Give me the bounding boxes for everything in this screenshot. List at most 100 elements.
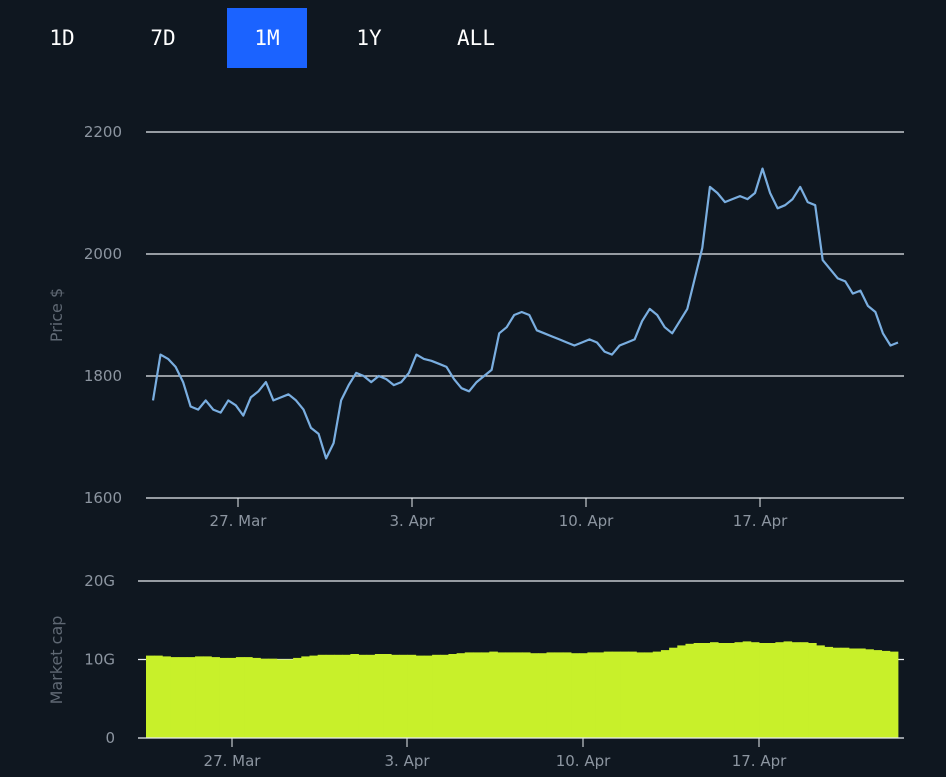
- market-cap-bar: [219, 657, 229, 738]
- market-cap-bar: [325, 654, 335, 738]
- market-cap-bar: [816, 645, 825, 738]
- market-cap-bar: [759, 643, 768, 738]
- price-series-line: [151, 167, 899, 460]
- market-cap-bar: [571, 653, 580, 738]
- market-cap-bar: [456, 653, 466, 738]
- market-cap-bar: [170, 657, 180, 738]
- market-cap-bar: [358, 654, 368, 738]
- market-cap-bar: [775, 642, 784, 738]
- cap-ytick-label: 0: [105, 729, 115, 747]
- market-cap-bar: [881, 650, 891, 738]
- market-cap-bar: [791, 642, 801, 738]
- price-chart: 1600 1800 2000 2200 27. Mar 3. Apr 10. Apr 17. …: [47, 123, 904, 530]
- price-axis-title: Price $: [47, 288, 66, 342]
- market-cap-bar: [350, 654, 359, 738]
- market-cap-bar: [546, 652, 556, 738]
- market-cap-bar: [505, 652, 515, 738]
- price-xtick-label: 17. Apr: [733, 512, 788, 530]
- market-cap-bar: [889, 651, 899, 738]
- market-cap-bar: [628, 651, 637, 738]
- market-cap-bar: [415, 655, 425, 738]
- market-cap-bar: [783, 641, 793, 738]
- market-cap-bar: [865, 649, 874, 738]
- market-cap-bar: [423, 655, 433, 738]
- market-cap-bar: [186, 657, 196, 738]
- cap-xtick-label: 3. Apr: [384, 752, 430, 770]
- market-cap-bar: [317, 654, 327, 738]
- market-cap-bar: [260, 658, 269, 738]
- market-cap-bar: [652, 651, 662, 738]
- price-xtick-label: 27. Mar: [210, 512, 268, 530]
- cap-ytick-label: 20G: [84, 572, 115, 590]
- market-cap-bar: [718, 643, 727, 738]
- market-cap-bar: [244, 657, 253, 738]
- market-cap-bar: [489, 651, 498, 738]
- market-cap-bar: [276, 659, 286, 738]
- market-cap-bar: [587, 652, 596, 738]
- tab-1y[interactable]: 1Y: [356, 26, 382, 50]
- market-cap-bar: [227, 657, 237, 738]
- market-cap-bar: [808, 643, 817, 738]
- market-cap-bar: [669, 647, 678, 738]
- market-cap-bar: [742, 641, 752, 738]
- market-cap-bar: [334, 654, 343, 738]
- cap-axis-title: Market cap: [47, 616, 66, 705]
- market-cap-bar: [726, 643, 735, 738]
- market-cap-bar: [268, 658, 278, 738]
- market-cap-bar: [799, 642, 809, 738]
- market-cap-bar: [464, 652, 474, 738]
- market-cap-bar: [211, 657, 220, 738]
- market-cap-bar: [178, 657, 188, 738]
- market-cap-bar: [538, 653, 547, 738]
- market-cap-bar: [554, 652, 564, 738]
- price-ytick-label: 2200: [84, 123, 122, 141]
- timeframe-tabs: 1D 7D 1M 1Y ALL: [0, 8, 946, 68]
- market-cap-bar: [301, 656, 310, 738]
- market-cap-bar: [644, 652, 654, 738]
- market-cap-bar: [750, 642, 760, 738]
- market-cap-bar: [701, 643, 711, 738]
- market-cap-bar: [734, 642, 744, 738]
- market-cap-bar: [562, 652, 572, 738]
- market-cap-bar: [481, 652, 490, 738]
- market-cap-bar: [407, 654, 417, 738]
- market-cap-bar: [603, 651, 613, 738]
- market-cap-bar: [767, 643, 776, 738]
- market-cap-bar: [472, 652, 482, 738]
- market-cap-bar: [595, 652, 605, 738]
- price-xtick-label: 3. Apr: [389, 512, 435, 530]
- market-cap-bar: [677, 645, 686, 738]
- tab-1d[interactable]: 1D: [49, 26, 75, 50]
- market-cap-bar: [374, 654, 384, 738]
- cap-xtick-label: 27. Mar: [204, 752, 262, 770]
- tab-all[interactable]: ALL: [457, 26, 495, 50]
- market-cap-bar: [660, 650, 670, 738]
- price-ytick-label: 1800: [84, 367, 122, 385]
- market-cap-bar: [832, 647, 842, 738]
- market-cap-bar: [399, 654, 408, 738]
- market-cap-bar: [432, 654, 441, 738]
- market-cap-bar: [530, 653, 539, 738]
- market-cap-bar: [873, 650, 883, 738]
- market-cap-bar: [293, 657, 302, 738]
- market-cap-bar: [848, 648, 858, 738]
- tab-1m[interactable]: 1M: [227, 8, 307, 68]
- market-cap-bar: [195, 656, 204, 738]
- market-cap-bar: [154, 655, 163, 738]
- price-ytick-label: 1600: [84, 489, 122, 507]
- market-cap-bar: [840, 647, 850, 738]
- market-cap-bar: [693, 643, 703, 738]
- market-cap-chart: 0 10G 20G 27. Mar 3. Apr 10. Apr 17. Apr Market…: [47, 572, 904, 770]
- market-cap-bar: [620, 651, 629, 738]
- market-cap-bar: [146, 655, 155, 738]
- market-cap-bar: [391, 654, 400, 738]
- market-cap-bar: [252, 657, 261, 738]
- market-cap-bar: [513, 652, 523, 738]
- tab-7d[interactable]: 7D: [150, 26, 176, 50]
- cap-ytick-label: 10G: [84, 651, 115, 669]
- market-cap-bar: [579, 653, 588, 738]
- market-cap-bar: [235, 657, 245, 738]
- market-cap-bar: [685, 643, 695, 738]
- market-cap-bar: [611, 651, 621, 738]
